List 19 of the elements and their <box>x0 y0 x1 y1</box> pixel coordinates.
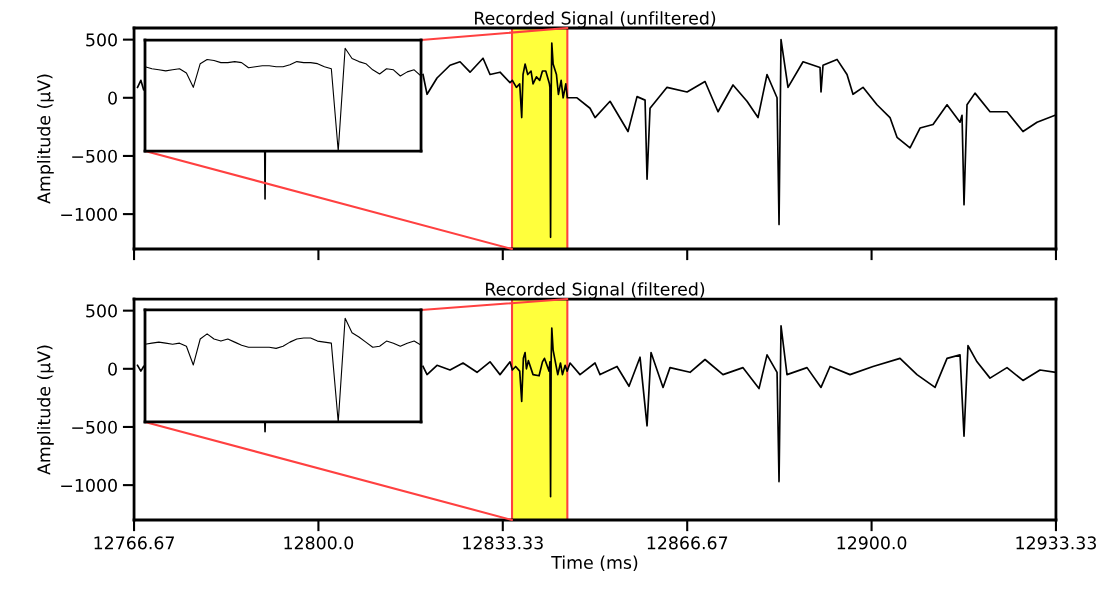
chart-title: Recorded Signal (unfiltered) <box>475 11 716 28</box>
x-axis-title: Time (ms) <box>551 555 638 572</box>
x-tick-label: 12766.67 <box>94 536 174 550</box>
y-tick-label: −500 <box>72 149 117 163</box>
y-tick-label: 500 <box>86 304 117 318</box>
y-tick-label: −1000 <box>61 207 117 221</box>
y-tick-label: 0 <box>108 362 117 376</box>
chart-title: Recorded Signal (filtered) <box>486 282 705 300</box>
y-axis-title: Amplitude (μV) <box>36 345 54 475</box>
x-tick-label: 12900.0 <box>837 536 907 550</box>
y-tick-label: 0 <box>108 91 117 105</box>
x-tick-label: 12933.33 <box>1016 536 1096 550</box>
x-tick-label: 12833.33 <box>463 536 543 550</box>
y-tick-label: −1000 <box>61 478 117 492</box>
y-tick-label: −500 <box>72 420 117 434</box>
x-tick-label: 12800.0 <box>284 536 354 550</box>
y-tick-label: 500 <box>86 33 117 47</box>
y-axis-title: Amplitude (μV) <box>36 74 54 204</box>
x-tick-label: 12866.67 <box>647 536 728 550</box>
